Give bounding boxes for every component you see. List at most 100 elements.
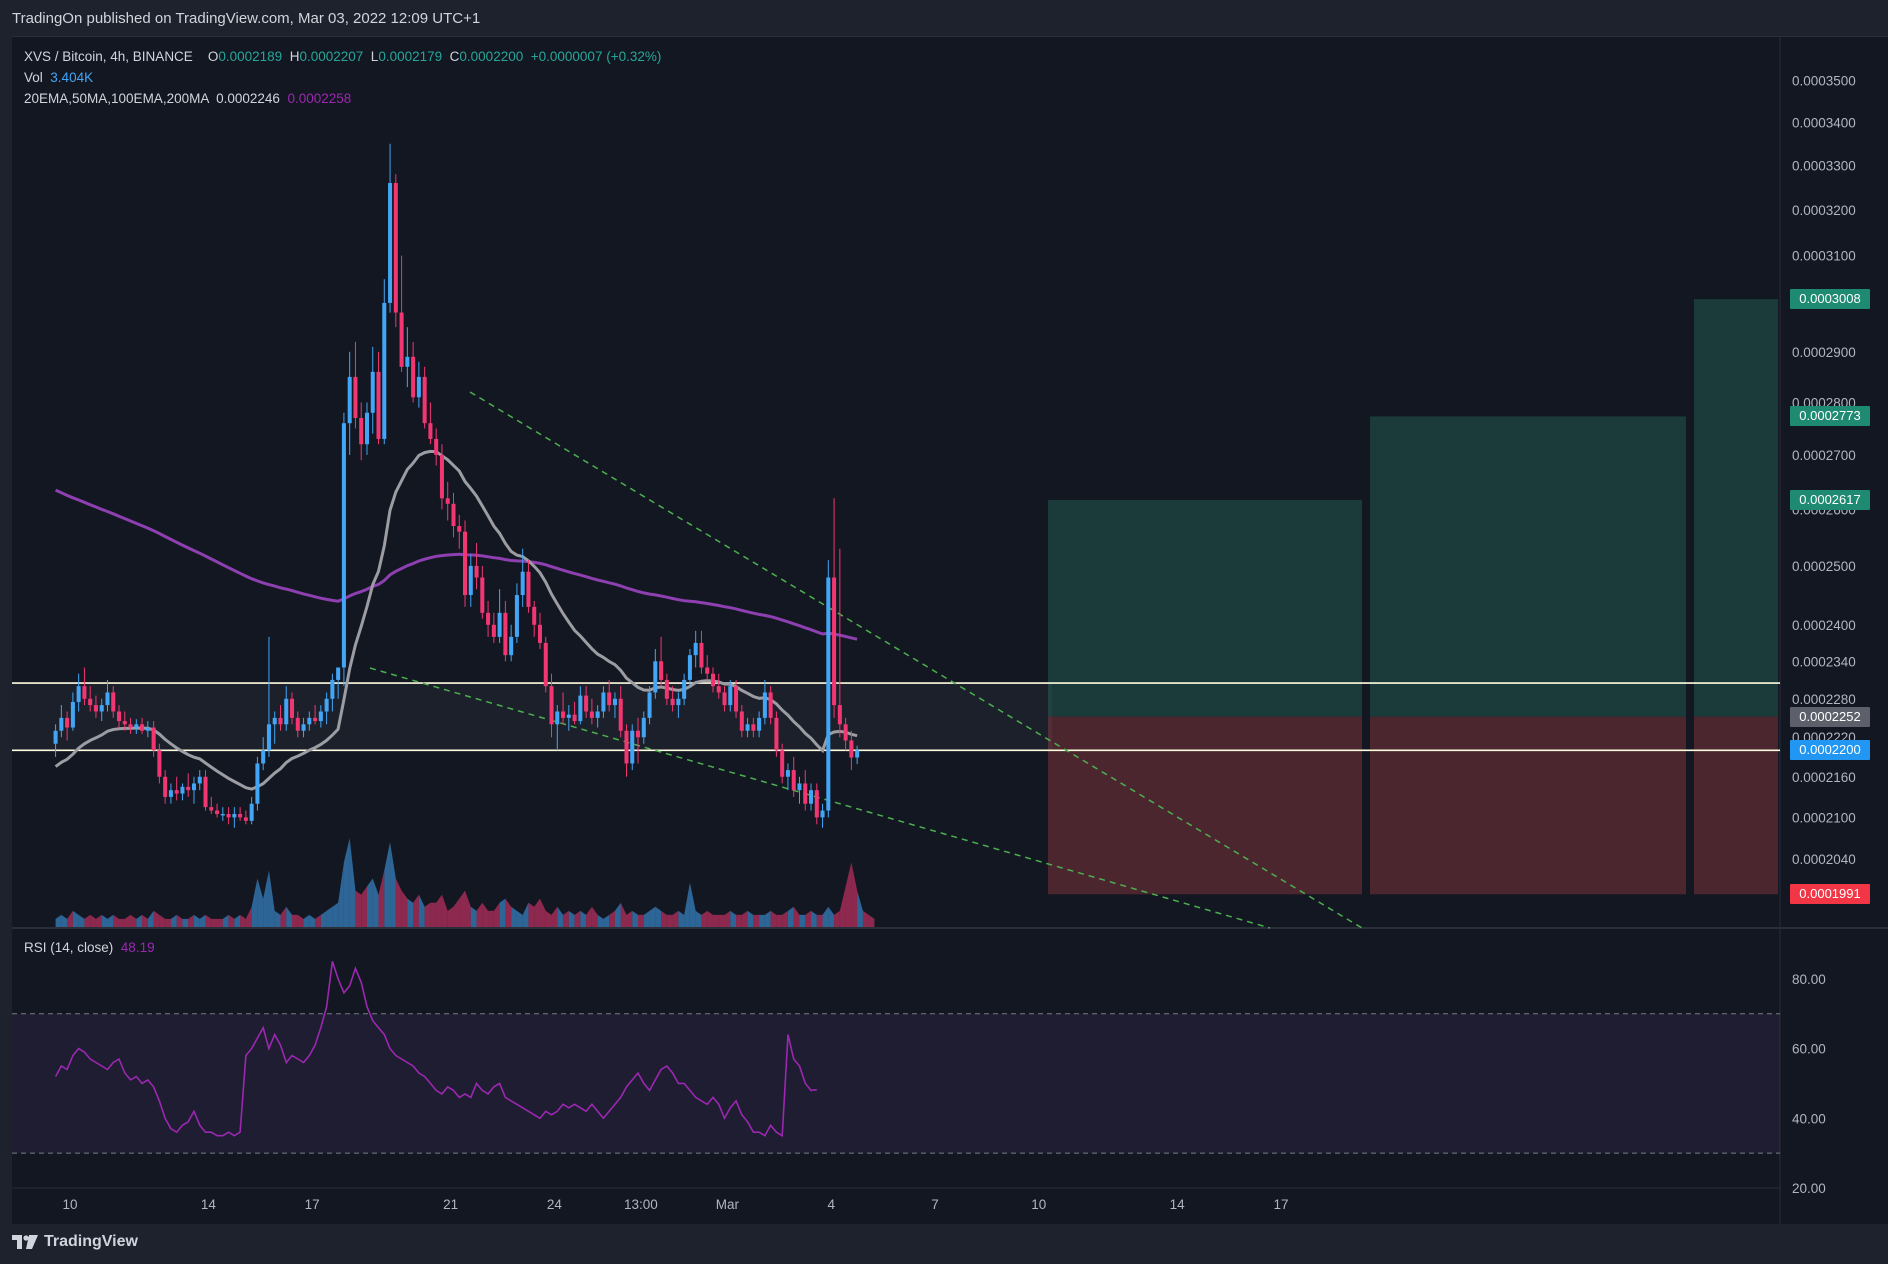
candle <box>768 686 773 725</box>
candle <box>578 686 583 725</box>
lower-trendline <box>369 667 1271 929</box>
candle-body <box>324 698 329 712</box>
candle-body <box>762 692 767 718</box>
volume-area-segment <box>95 914 102 927</box>
candle-body <box>745 724 750 731</box>
candle <box>226 807 231 825</box>
candle-body <box>76 686 81 702</box>
time-tick-label: 24 <box>547 1197 563 1212</box>
vol-label[interactable]: Vol <box>24 70 43 85</box>
candle-body <box>549 686 554 725</box>
volume-area-segment <box>107 914 114 927</box>
candle <box>364 402 370 455</box>
close-label: C <box>449 49 460 64</box>
candle-body <box>537 624 543 643</box>
symbol-label[interactable]: XVS / Bitcoin, 4h, BINANCE <box>24 49 193 64</box>
volume-area-segment <box>770 910 777 927</box>
candle-body <box>232 813 237 818</box>
volume-area-segment <box>113 914 120 927</box>
volume-area-segment <box>413 894 419 927</box>
candle <box>140 717 145 734</box>
price-tick-label: 0.0002400 <box>1792 618 1856 633</box>
volume-area-segment <box>147 910 154 927</box>
descending-trendline <box>469 391 1363 929</box>
candle-body <box>145 727 150 731</box>
candle <box>197 770 202 791</box>
volume-area-segment <box>268 870 275 927</box>
candle <box>699 630 704 674</box>
candle <box>843 717 848 751</box>
volume-area-segment <box>730 910 737 927</box>
volume-area-segment <box>574 910 581 927</box>
candle-body <box>422 376 427 424</box>
candle <box>641 711 646 744</box>
candle-body <box>797 783 802 791</box>
candle-body <box>388 183 393 303</box>
volume-area-segment <box>159 914 166 927</box>
volume-area-segment <box>661 910 667 927</box>
volume-area-segment <box>309 914 316 927</box>
ma-row: 20EMA,50MA,100EMA,200MA 0.0002246 0.0002… <box>24 88 661 109</box>
candle-body <box>601 692 606 712</box>
price-tick-label: 0.0002160 <box>1792 770 1856 785</box>
tradingview-logo[interactable]: TradingView <box>12 1233 138 1251</box>
candle-body <box>191 783 197 791</box>
change-value: +0.0000007 (+0.32%) <box>530 49 662 64</box>
candle <box>59 705 64 738</box>
candle-body <box>313 717 318 722</box>
candle <box>664 673 669 706</box>
candle <box>186 773 191 797</box>
candle-body <box>710 673 716 687</box>
high-value: 0.0002207 <box>299 49 364 64</box>
candle-body <box>555 711 560 725</box>
candle <box>353 341 358 429</box>
candle <box>601 686 606 718</box>
candle <box>428 402 433 445</box>
candle <box>734 679 739 718</box>
candle-body <box>347 376 352 424</box>
rsi-label[interactable]: RSI (14, close) <box>24 940 114 955</box>
candle <box>653 649 658 699</box>
volume-area-segment <box>759 914 765 927</box>
price-tag: 0.0002200 <box>1790 740 1870 761</box>
candle <box>163 770 168 804</box>
volume-area-segment <box>782 910 788 927</box>
volume-area-segment <box>211 918 218 927</box>
candle <box>762 679 767 725</box>
ma-value-2: 0.0002258 <box>287 91 352 106</box>
volume-area-segment <box>436 894 442 927</box>
volume-area-segment <box>72 910 79 927</box>
volume-area-segment <box>834 910 840 927</box>
volume-area-segment <box>332 902 339 927</box>
candle <box>584 686 589 718</box>
candle-body <box>751 724 756 731</box>
candle-body <box>474 565 479 578</box>
candle <box>215 803 220 818</box>
ma-label[interactable]: 20EMA,50MA,100EMA,200MA <box>24 91 209 106</box>
ma200-line <box>54 488 858 641</box>
volume-area-segment <box>638 914 644 927</box>
volume-area-segment <box>805 910 812 927</box>
candle <box>416 361 421 408</box>
candle <box>122 711 127 731</box>
candle-body <box>561 711 566 718</box>
candle-body <box>140 724 145 731</box>
volume-area-segment <box>643 910 650 927</box>
support-zone <box>12 683 1052 751</box>
candle-body <box>393 183 398 313</box>
candle-body <box>647 692 652 718</box>
volume-area-segment <box>816 914 823 927</box>
candle-body <box>168 790 173 797</box>
footer-bar <box>0 1224 1888 1264</box>
candle-body <box>59 717 64 731</box>
candle-body <box>151 727 156 751</box>
volume-area-segment <box>516 910 523 927</box>
candle <box>728 679 733 712</box>
volume-area-segment <box>707 910 713 927</box>
candle-body <box>728 686 733 706</box>
candle <box>693 630 698 668</box>
volume-area-segment <box>234 914 241 927</box>
candle <box>255 756 260 811</box>
candle <box>532 600 537 637</box>
